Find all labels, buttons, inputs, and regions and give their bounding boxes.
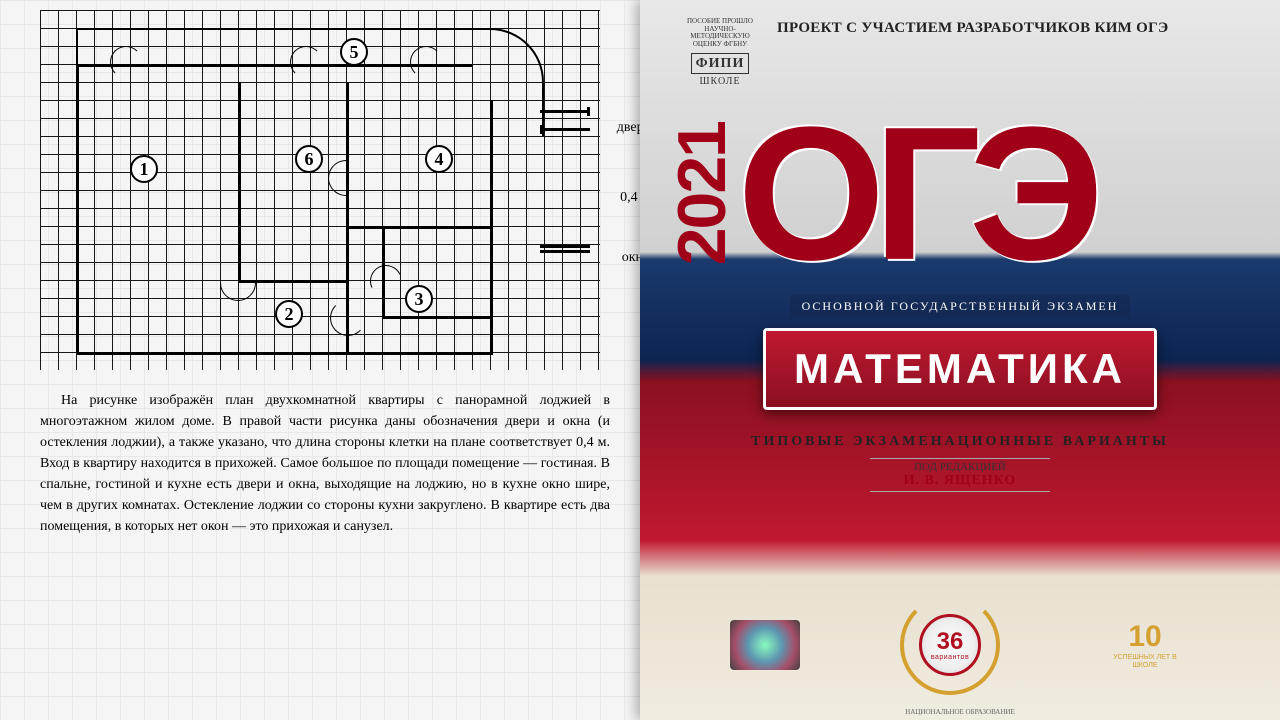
exam-title: ОГЭ [737, 123, 1092, 266]
variants-badge: 36 вариантов [900, 595, 1000, 695]
room-1: 1 [130, 155, 158, 183]
room-2: 2 [275, 300, 303, 328]
editor-label: ПОД РЕДАКЦИЕЙ [675, 461, 1245, 473]
room-5: 5 [340, 38, 368, 66]
task-text: На рисунке изображён план двухкомнатной … [40, 390, 620, 537]
anniversary-label: УСПЕШНЫХ ЛЕТ В ШКОЛЕ [1100, 654, 1190, 669]
exam-label: ОСНОВНОЙ ГОСУДАРСТВЕННЫЙ ЭКЗАМЕН [790, 295, 1131, 318]
project-line: ПРОЕКТ С УЧАСТИЕМ РАЗРАБОТЧИКОВ КИМ ОГЭ [777, 18, 1245, 37]
year: 2021 [675, 122, 729, 265]
task-panel: 1 2 3 4 5 6 дверь 0,4 м окно На рисунке … [0, 0, 640, 720]
fipi-logo: ФИПИ [691, 53, 750, 74]
room-3: 3 [405, 285, 433, 313]
subject-plate: МАТЕМАТИКА [763, 328, 1157, 410]
publisher: НАЦИОНАЛЬНОЕ ОБРАЗОВАНИЕ [905, 708, 1014, 716]
fipi-note: ПОСОБИЕ ПРОШЛО НАУЧНО-МЕТОДИЧЕСКУЮ ОЦЕНК… [675, 18, 765, 49]
shkole-label: ШКОЛЕ [675, 76, 765, 87]
anniversary-number: 10 [1128, 620, 1161, 654]
room-4: 4 [425, 145, 453, 173]
editor-name: И. В. ЯЩЕНКО [675, 473, 1245, 489]
anniversary-badge: 10 УСПЕШНЫХ ЛЕТ В ШКОЛЕ [1100, 610, 1190, 680]
room-6: 6 [295, 145, 323, 173]
hologram-sticker [730, 620, 800, 670]
book-cover: ПОСОБИЕ ПРОШЛО НАУЧНО-МЕТОДИЧЕСКУЮ ОЦЕНК… [640, 0, 1280, 720]
floor-plan: 1 2 3 4 5 6 дверь 0,4 м окно [40, 10, 600, 370]
subtitle: ТИПОВЫЕ ЭКЗАМЕНАЦИОННЫЕ ВАРИАНТЫ [675, 434, 1245, 450]
